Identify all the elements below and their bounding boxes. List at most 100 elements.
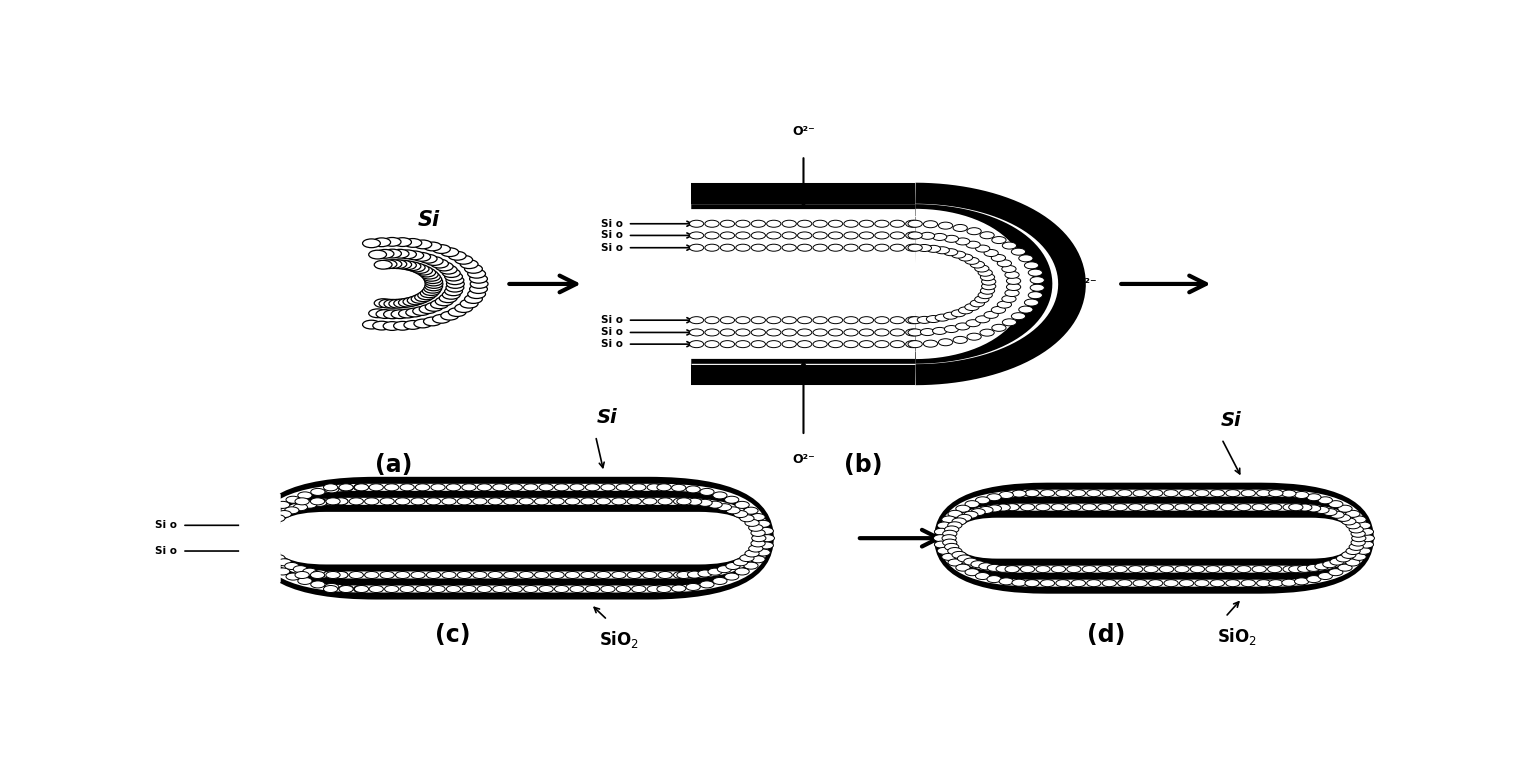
Circle shape	[1113, 565, 1127, 572]
Circle shape	[442, 572, 457, 578]
Circle shape	[1352, 516, 1366, 523]
Circle shape	[365, 498, 379, 505]
Circle shape	[383, 238, 402, 246]
Circle shape	[952, 251, 966, 258]
Circle shape	[938, 339, 952, 346]
Circle shape	[938, 222, 952, 229]
Circle shape	[745, 519, 759, 527]
Circle shape	[964, 257, 980, 264]
Circle shape	[535, 498, 549, 505]
Circle shape	[460, 299, 478, 308]
Circle shape	[446, 283, 464, 292]
Circle shape	[369, 309, 386, 318]
Circle shape	[690, 341, 704, 348]
Circle shape	[1006, 504, 1019, 511]
Circle shape	[708, 501, 722, 509]
Circle shape	[411, 294, 429, 304]
Circle shape	[1194, 580, 1210, 587]
Circle shape	[339, 483, 353, 491]
Circle shape	[687, 571, 702, 578]
Circle shape	[943, 531, 957, 537]
Circle shape	[632, 483, 645, 491]
Circle shape	[1082, 565, 1096, 572]
Text: (d): (d)	[1087, 622, 1125, 647]
Circle shape	[1006, 565, 1019, 572]
Circle shape	[690, 232, 704, 239]
Circle shape	[276, 568, 290, 575]
Circle shape	[1006, 289, 1019, 297]
FancyBboxPatch shape	[268, 505, 757, 572]
Circle shape	[748, 524, 763, 531]
Circle shape	[1072, 580, 1085, 587]
Circle shape	[1174, 504, 1190, 511]
Circle shape	[383, 249, 402, 258]
Text: Si o: Si o	[601, 243, 622, 253]
Circle shape	[736, 244, 750, 251]
Circle shape	[671, 484, 685, 491]
Text: Si o: Si o	[601, 315, 622, 325]
Circle shape	[1360, 541, 1374, 548]
Circle shape	[944, 526, 958, 533]
Circle shape	[313, 499, 327, 506]
Circle shape	[469, 275, 487, 283]
Circle shape	[935, 314, 949, 321]
Circle shape	[350, 572, 363, 578]
Circle shape	[1026, 580, 1039, 587]
Circle shape	[550, 572, 564, 578]
Circle shape	[442, 247, 458, 257]
Circle shape	[294, 498, 310, 505]
Circle shape	[440, 294, 457, 303]
Circle shape	[334, 572, 348, 578]
Circle shape	[1128, 504, 1142, 511]
Circle shape	[843, 232, 858, 239]
Circle shape	[425, 279, 443, 288]
Circle shape	[399, 250, 417, 259]
FancyBboxPatch shape	[943, 496, 1366, 580]
Circle shape	[302, 501, 317, 509]
Circle shape	[1306, 505, 1321, 512]
Circle shape	[323, 585, 337, 593]
Circle shape	[385, 483, 399, 491]
Circle shape	[535, 572, 549, 578]
Circle shape	[944, 543, 958, 550]
Circle shape	[935, 528, 949, 535]
Circle shape	[461, 585, 477, 593]
Circle shape	[926, 245, 941, 252]
Circle shape	[745, 550, 759, 557]
Circle shape	[403, 238, 422, 247]
Circle shape	[1164, 490, 1179, 496]
Circle shape	[339, 585, 353, 592]
Circle shape	[908, 341, 923, 348]
Circle shape	[399, 261, 417, 269]
Circle shape	[966, 501, 980, 508]
Circle shape	[259, 540, 274, 547]
Circle shape	[1179, 490, 1194, 496]
Circle shape	[996, 565, 1010, 572]
Circle shape	[1289, 565, 1303, 572]
Circle shape	[943, 312, 958, 320]
Circle shape	[354, 585, 368, 593]
Circle shape	[952, 310, 966, 317]
Circle shape	[419, 254, 437, 263]
Circle shape	[941, 553, 957, 560]
Circle shape	[297, 492, 313, 499]
Circle shape	[906, 317, 920, 323]
Circle shape	[389, 299, 406, 308]
Circle shape	[271, 555, 285, 562]
Circle shape	[581, 572, 595, 578]
Circle shape	[383, 310, 402, 319]
Circle shape	[581, 498, 595, 505]
Text: O²⁻: O²⁻	[793, 453, 816, 467]
Circle shape	[1282, 490, 1295, 497]
Circle shape	[705, 317, 719, 323]
Circle shape	[555, 483, 569, 491]
Circle shape	[374, 299, 392, 307]
Circle shape	[975, 296, 989, 303]
Text: Si: Si	[1220, 411, 1242, 430]
Circle shape	[468, 269, 486, 278]
Circle shape	[920, 329, 935, 335]
Circle shape	[943, 539, 957, 546]
Circle shape	[721, 341, 734, 348]
Circle shape	[1029, 291, 1042, 299]
Circle shape	[540, 585, 553, 593]
